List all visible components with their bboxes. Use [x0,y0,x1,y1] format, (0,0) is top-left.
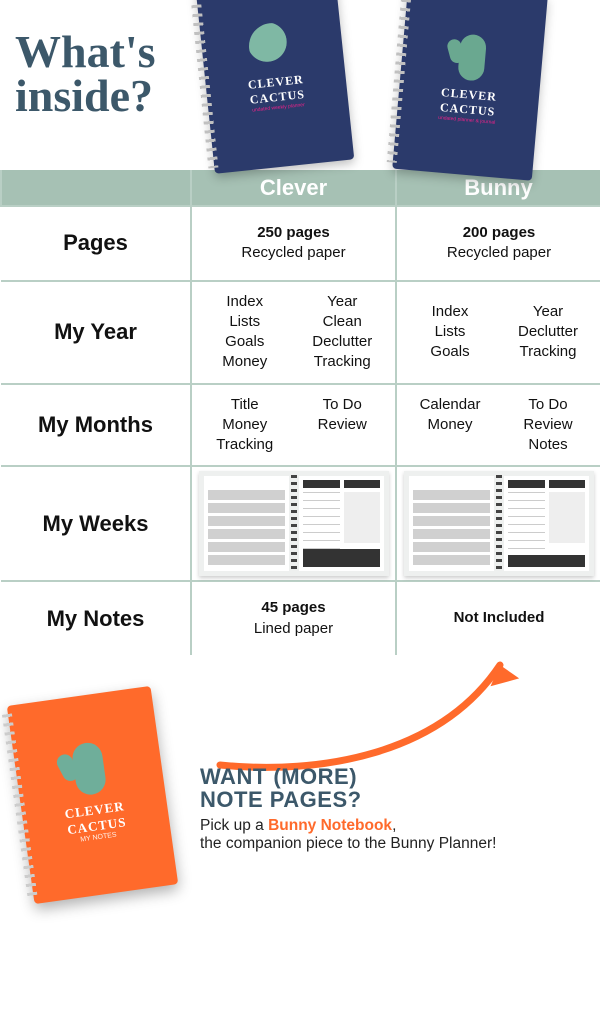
orange-notebook-image: CLEVER CACTUS MY NOTES [7,686,178,904]
list-a: TitleMoneyTracking [198,395,292,456]
paper-type: Recycled paper [403,243,595,263]
cell-clever-months: TitleMoneyTracking To DoReview [191,384,396,467]
row-pages: Pages 250 pages Recycled paper 200 pages… [1,206,600,281]
notes-not-included: Not Included [403,608,595,628]
row-label: My Weeks [1,466,191,581]
title-line2: inside? [15,70,153,121]
notes-count: 45 pages [198,598,389,618]
page-title: What's inside? [15,30,156,117]
clever-notebook-image: CLEVER CACTUS undated weekly planner [196,0,355,174]
callout-body: Pick up a Bunny Notebook,the companion p… [200,817,590,853]
col-blank [1,170,191,206]
bunny-notebook-image: CLEVER CACTUS undated planner & journal [392,0,548,181]
pages-count: 250 pages [198,223,389,243]
row-notes: My Notes 45 pages Lined paper Not Includ… [1,581,600,655]
notebook-logo: CLEVER CACTUS undated planner & journal [432,24,510,127]
list-a: IndexListsGoalsMoney [198,292,292,373]
pages-count: 200 pages [403,223,595,243]
list-b: To DoReview [296,395,390,456]
hero: What's inside? CLEVER CACTUS undated wee… [0,0,600,170]
paper-type: Recycled paper [198,243,389,263]
row-label: My Months [1,384,191,467]
row-months: My Months TitleMoneyTracking To DoReview… [1,384,600,467]
cell-bunny-notes: Not Included [396,581,600,655]
body-highlight: Bunny Notebook [268,817,392,834]
cell-bunny-pages: 200 pages Recycled paper [396,206,600,281]
notes-paper: Lined paper [198,619,389,639]
heading-l2: NOTE PAGES? [200,787,362,812]
list-b: YearDeclutterTracking [501,302,595,363]
comparison-table: Clever Bunny Pages 250 pages Recycled pa… [0,170,600,655]
footer-callout: CLEVER CACTUS MY NOTES WANT (MORE) NOTE … [0,655,600,935]
row-label: My Notes [1,581,191,655]
notebook-logo: CLEVER CACTUS undated weekly planner [235,20,314,115]
row-year: My Year IndexListsGoalsMoney YearCleanDe… [1,281,600,384]
cactus-icon [450,25,495,83]
spiral-binding-icon [387,0,412,163]
callout-heading: WANT (MORE) NOTE PAGES? [200,765,590,811]
cell-bunny-months: CalendarMoney To DoReviewNotes [396,384,600,467]
list-a: CalendarMoney [403,395,497,456]
row-label: Pages [1,206,191,281]
callout-text: WANT (MORE) NOTE PAGES? Pick up a Bunny … [200,765,590,853]
cell-bunny-year: IndexListsGoals YearDeclutterTracking [396,281,600,384]
weekly-spread-icon [199,471,389,576]
cell-clever-notes: 45 pages Lined paper [191,581,396,655]
list-b: To DoReviewNotes [501,395,595,456]
heading-l1: WANT (MORE) [200,764,357,789]
notebook-logo: CLEVER CACTUS MY NOTES [48,728,135,846]
col-clever: Clever [191,170,396,206]
spiral-binding-icon [2,713,38,897]
weekly-spread-icon: WEEK [404,471,594,576]
cell-bunny-weeks: WEEK [396,466,600,581]
list-b: YearCleanDeclutterTracking [296,292,390,373]
list-a: IndexListsGoals [403,302,497,363]
cell-clever-year: IndexListsGoalsMoney YearCleanDeclutterT… [191,281,396,384]
cactus-icon [59,729,117,799]
cell-clever-pages: 250 pages Recycled paper [191,206,396,281]
row-label: My Year [1,281,191,384]
spiral-binding-icon [190,0,218,168]
cactus-icon [247,21,298,72]
cell-clever-weeks [191,466,396,581]
body-pre: Pick up a [200,817,268,834]
row-weeks: My Weeks WEEK [1,466,600,581]
